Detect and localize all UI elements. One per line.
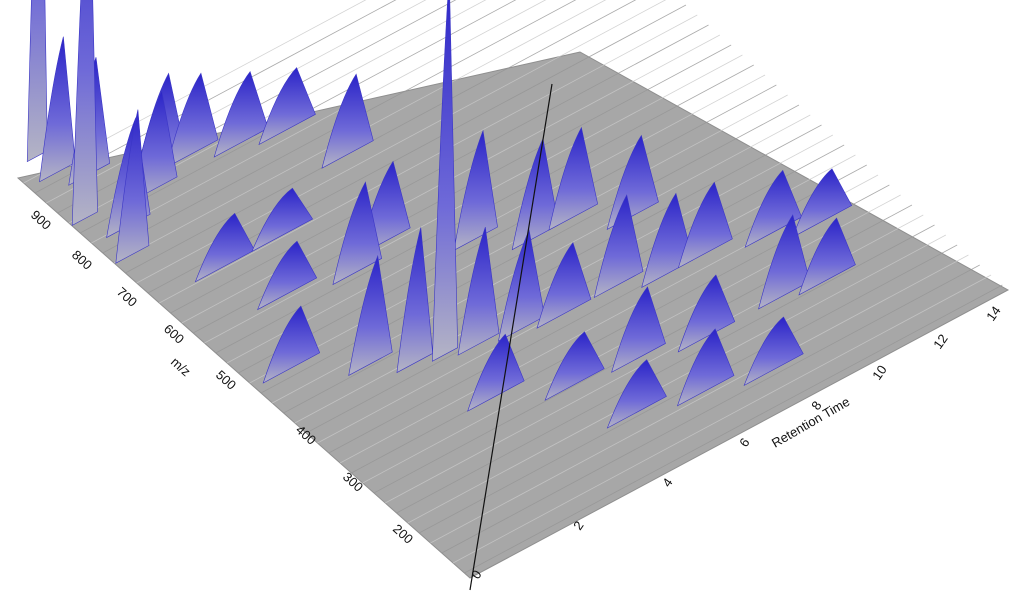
peak-mark xyxy=(321,73,374,169)
peak-mark xyxy=(536,242,592,329)
ridge-line xyxy=(430,254,969,544)
peak-mark xyxy=(262,305,321,384)
peak-mark xyxy=(544,331,605,401)
x-tick-4: 4 xyxy=(659,475,675,490)
peak-mark xyxy=(26,0,48,163)
ridge-line xyxy=(125,0,637,274)
x-tick-6: 6 xyxy=(736,435,752,450)
ridge-line xyxy=(464,284,1003,574)
ridge-line xyxy=(441,264,980,554)
ridge-line xyxy=(283,124,822,414)
peak-mark xyxy=(606,134,659,231)
peak-mark xyxy=(348,254,393,376)
y-tick-500: 500 xyxy=(213,367,239,393)
peak-mark xyxy=(258,67,316,146)
peak-mark xyxy=(798,217,856,296)
peak-mark xyxy=(548,126,598,231)
peak-mark xyxy=(677,274,736,353)
ridge-line xyxy=(396,224,935,514)
peak-mark xyxy=(194,212,255,283)
peak-mark xyxy=(497,229,545,342)
peak-mark xyxy=(431,0,458,362)
y-tick-900: 900 xyxy=(28,207,54,233)
peak-mark xyxy=(213,71,269,158)
ridge-line xyxy=(23,0,367,184)
peak-mark xyxy=(332,181,383,286)
peak-mark xyxy=(611,286,666,373)
x-tick-10: 10 xyxy=(869,362,890,382)
peak-mark xyxy=(744,169,802,248)
peak-mark xyxy=(593,194,644,299)
peak-mark xyxy=(677,181,733,269)
vertical-axis-line xyxy=(469,83,553,591)
peak-mark xyxy=(792,168,853,238)
peak-mark xyxy=(251,187,314,253)
ridge-line xyxy=(452,274,992,564)
ridge-line xyxy=(407,234,947,524)
ridge-line xyxy=(102,0,577,254)
ridge-line xyxy=(34,0,397,194)
ridge-line xyxy=(238,84,777,374)
peak-mark xyxy=(257,240,318,311)
peak-mark xyxy=(453,129,498,251)
peak-mark xyxy=(758,214,811,310)
peak-mark xyxy=(467,333,525,412)
y-tick-700: 700 xyxy=(114,284,140,310)
ridge-line xyxy=(159,14,698,304)
peak-mark xyxy=(396,227,434,374)
x-tick-14: 14 xyxy=(983,303,1004,323)
y-axis-title: m/z xyxy=(168,354,194,379)
x-tick-labels: 0 2 4 6 8 10 12 14 xyxy=(468,303,1004,581)
y-tick-600: 600 xyxy=(161,321,187,347)
peak-mark xyxy=(39,36,76,183)
y-tick-800: 800 xyxy=(69,247,95,273)
peak-mark xyxy=(606,359,667,429)
x-tick-12: 12 xyxy=(930,331,951,351)
peak-mark xyxy=(457,227,500,356)
peak-mark xyxy=(743,316,804,387)
surface-peaks xyxy=(26,0,856,429)
peak-mark xyxy=(115,109,150,264)
peak-mark xyxy=(676,328,735,407)
ridge-line xyxy=(113,0,607,264)
peak-mark xyxy=(71,0,98,226)
